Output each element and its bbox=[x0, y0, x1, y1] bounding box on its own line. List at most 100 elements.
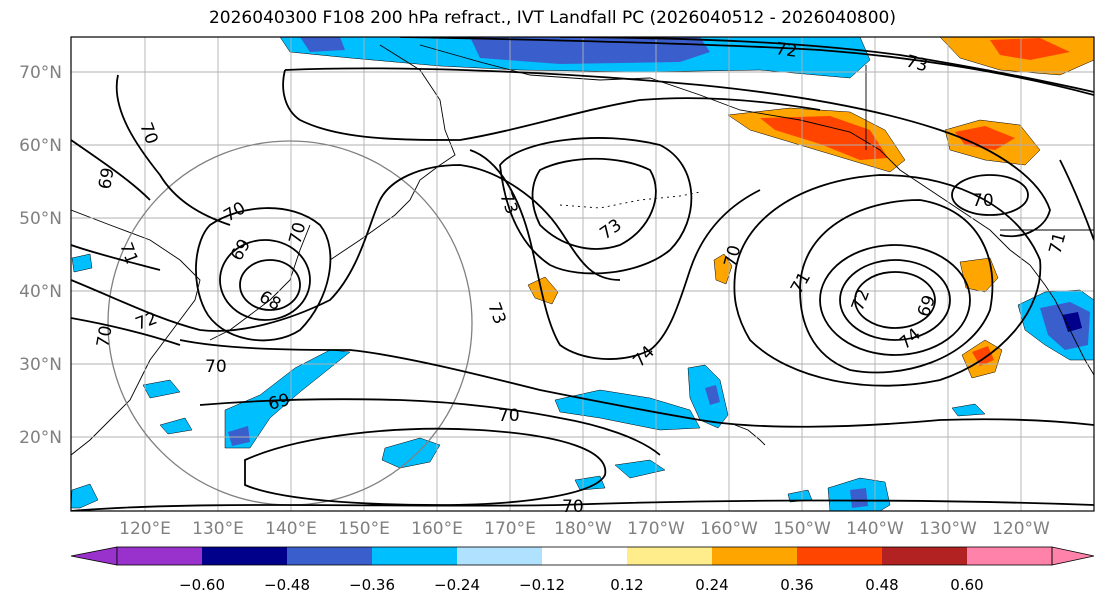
lon-label: 160°W bbox=[700, 519, 758, 539]
lon-label: 150°W bbox=[773, 519, 831, 539]
contour-70-floor bbox=[71, 499, 1094, 511]
clabel: 71 bbox=[787, 269, 815, 298]
clabel: 73 bbox=[904, 52, 930, 77]
refractivity-contours bbox=[71, 37, 1094, 511]
contour-72-trough bbox=[71, 164, 621, 332]
colorbar: −0.60 −0.48 −0.36 −0.24 −0.12 0.12 0.24 … bbox=[70, 546, 1095, 594]
clabel: 69 bbox=[914, 293, 940, 320]
lon-label: 140°W bbox=[846, 519, 904, 539]
contour-72-top bbox=[399, 37, 1094, 96]
colorbar-bin bbox=[712, 547, 797, 565]
shade-trop-7 bbox=[614, 459, 666, 479]
colorbar-tick: 0.24 bbox=[695, 576, 728, 594]
contour-70-north bbox=[284, 67, 1051, 238]
contour-70-high bbox=[854, 271, 936, 329]
contour-71-high bbox=[839, 259, 951, 341]
lon-label: 170°E bbox=[484, 519, 536, 539]
clabel: 70 bbox=[562, 497, 584, 517]
clabel: 70 bbox=[93, 324, 116, 349]
shade-trop-11 bbox=[71, 483, 99, 509]
shade-trop-3-dark bbox=[228, 426, 250, 446]
lat-label: 20°N bbox=[19, 428, 62, 448]
clabel: 70 bbox=[498, 406, 520, 426]
contour-73-central bbox=[469, 149, 761, 360]
coast-hawaii bbox=[734, 424, 766, 446]
shade-trop-12 bbox=[71, 253, 93, 273]
contour-71-north bbox=[282, 69, 821, 141]
colorbar-tick: 0.48 bbox=[865, 576, 898, 594]
contour-73-top bbox=[559, 37, 1094, 93]
clabel: 69 bbox=[95, 166, 118, 191]
contour-71-south bbox=[199, 398, 661, 456]
colorbar-tick: 0.60 bbox=[950, 576, 983, 594]
clabel: 70 bbox=[135, 120, 161, 147]
contour-69-west bbox=[71, 139, 151, 201]
colorbar-tick: 0.12 bbox=[610, 576, 643, 594]
colorbar-bin bbox=[627, 547, 712, 565]
contour-69-ne bbox=[951, 174, 1029, 216]
shade-spot-1 bbox=[527, 276, 559, 305]
contour-70-aleutian bbox=[499, 137, 693, 275]
clabel: 71 bbox=[1046, 230, 1071, 256]
contour-70-westcoast bbox=[71, 317, 181, 346]
lon-label: 130°E bbox=[192, 519, 244, 539]
lon-label: 160°E bbox=[411, 519, 463, 539]
shade-trop-10 bbox=[159, 417, 193, 435]
clabel: 70 bbox=[972, 191, 994, 211]
colorbar-bin bbox=[967, 547, 1052, 565]
contour-70-japan bbox=[195, 207, 332, 342]
clabel: 69 bbox=[227, 236, 255, 265]
lat-label: 60°N bbox=[19, 136, 62, 156]
lon-label: 180°W bbox=[554, 519, 612, 539]
colorbar-tick: −0.12 bbox=[519, 576, 565, 594]
shade-spot-3 bbox=[959, 257, 999, 293]
clabel: 70 bbox=[286, 220, 311, 246]
colorbar-bin bbox=[797, 547, 882, 565]
contour-70-bottom bbox=[244, 427, 607, 506]
colorbar-bin bbox=[287, 547, 372, 565]
contour-74-east bbox=[1059, 159, 1094, 241]
colorbar-extend-max bbox=[1051, 546, 1095, 566]
colorbar-extend-min bbox=[70, 546, 118, 566]
contour-71-west bbox=[71, 244, 161, 271]
contour-69-japan bbox=[219, 239, 311, 321]
colorbar-tick: −0.60 bbox=[179, 576, 225, 594]
clabel: 70 bbox=[205, 357, 227, 377]
contour-72-high bbox=[819, 244, 971, 356]
lon-label: 150°E bbox=[338, 519, 390, 539]
colorbar-bin bbox=[202, 547, 287, 565]
shade-trop-1 bbox=[554, 389, 701, 431]
clabel: 73 bbox=[596, 215, 625, 244]
contour-73-high bbox=[733, 174, 1042, 387]
lon-label: 130°W bbox=[919, 519, 977, 539]
clabel: 72 bbox=[774, 39, 798, 62]
clabel: 70 bbox=[221, 198, 250, 226]
colorbar-frame bbox=[116, 546, 1053, 566]
shade-canada-red bbox=[955, 126, 1015, 150]
plot-frame bbox=[70, 36, 1095, 512]
colorbar-bin bbox=[542, 547, 627, 565]
shade-calif-dark bbox=[1062, 312, 1082, 332]
shade-trop-3 bbox=[224, 349, 351, 449]
shade-spot-4-red bbox=[972, 346, 994, 366]
lon-label: 170°W bbox=[627, 519, 685, 539]
shade-trop-13 bbox=[574, 475, 606, 491]
coast-siberia bbox=[329, 44, 456, 261]
shade-gulf-red bbox=[760, 116, 888, 160]
lon-label: 140°E bbox=[265, 519, 317, 539]
lat-axis: 70°N 60°N 50°N 40°N 30°N 20°N bbox=[19, 63, 62, 448]
colorbar-tick: 0.36 bbox=[780, 576, 813, 594]
clabel: 73 bbox=[495, 190, 521, 217]
contour-70-south bbox=[179, 339, 1094, 428]
lon-label: 120°W bbox=[992, 519, 1050, 539]
lat-label: 70°N bbox=[19, 63, 62, 83]
colorbar-tick: −0.48 bbox=[264, 576, 310, 594]
shade-trop-6 bbox=[951, 403, 986, 417]
clabel: 73 bbox=[483, 300, 509, 327]
clabel: 71 bbox=[115, 240, 141, 267]
colorbar-bin bbox=[372, 547, 457, 565]
coast-westna bbox=[1029, 264, 1094, 376]
lat-label: 50°N bbox=[19, 209, 62, 229]
coastlines bbox=[71, 44, 1094, 456]
lon-label: 120°E bbox=[119, 519, 171, 539]
